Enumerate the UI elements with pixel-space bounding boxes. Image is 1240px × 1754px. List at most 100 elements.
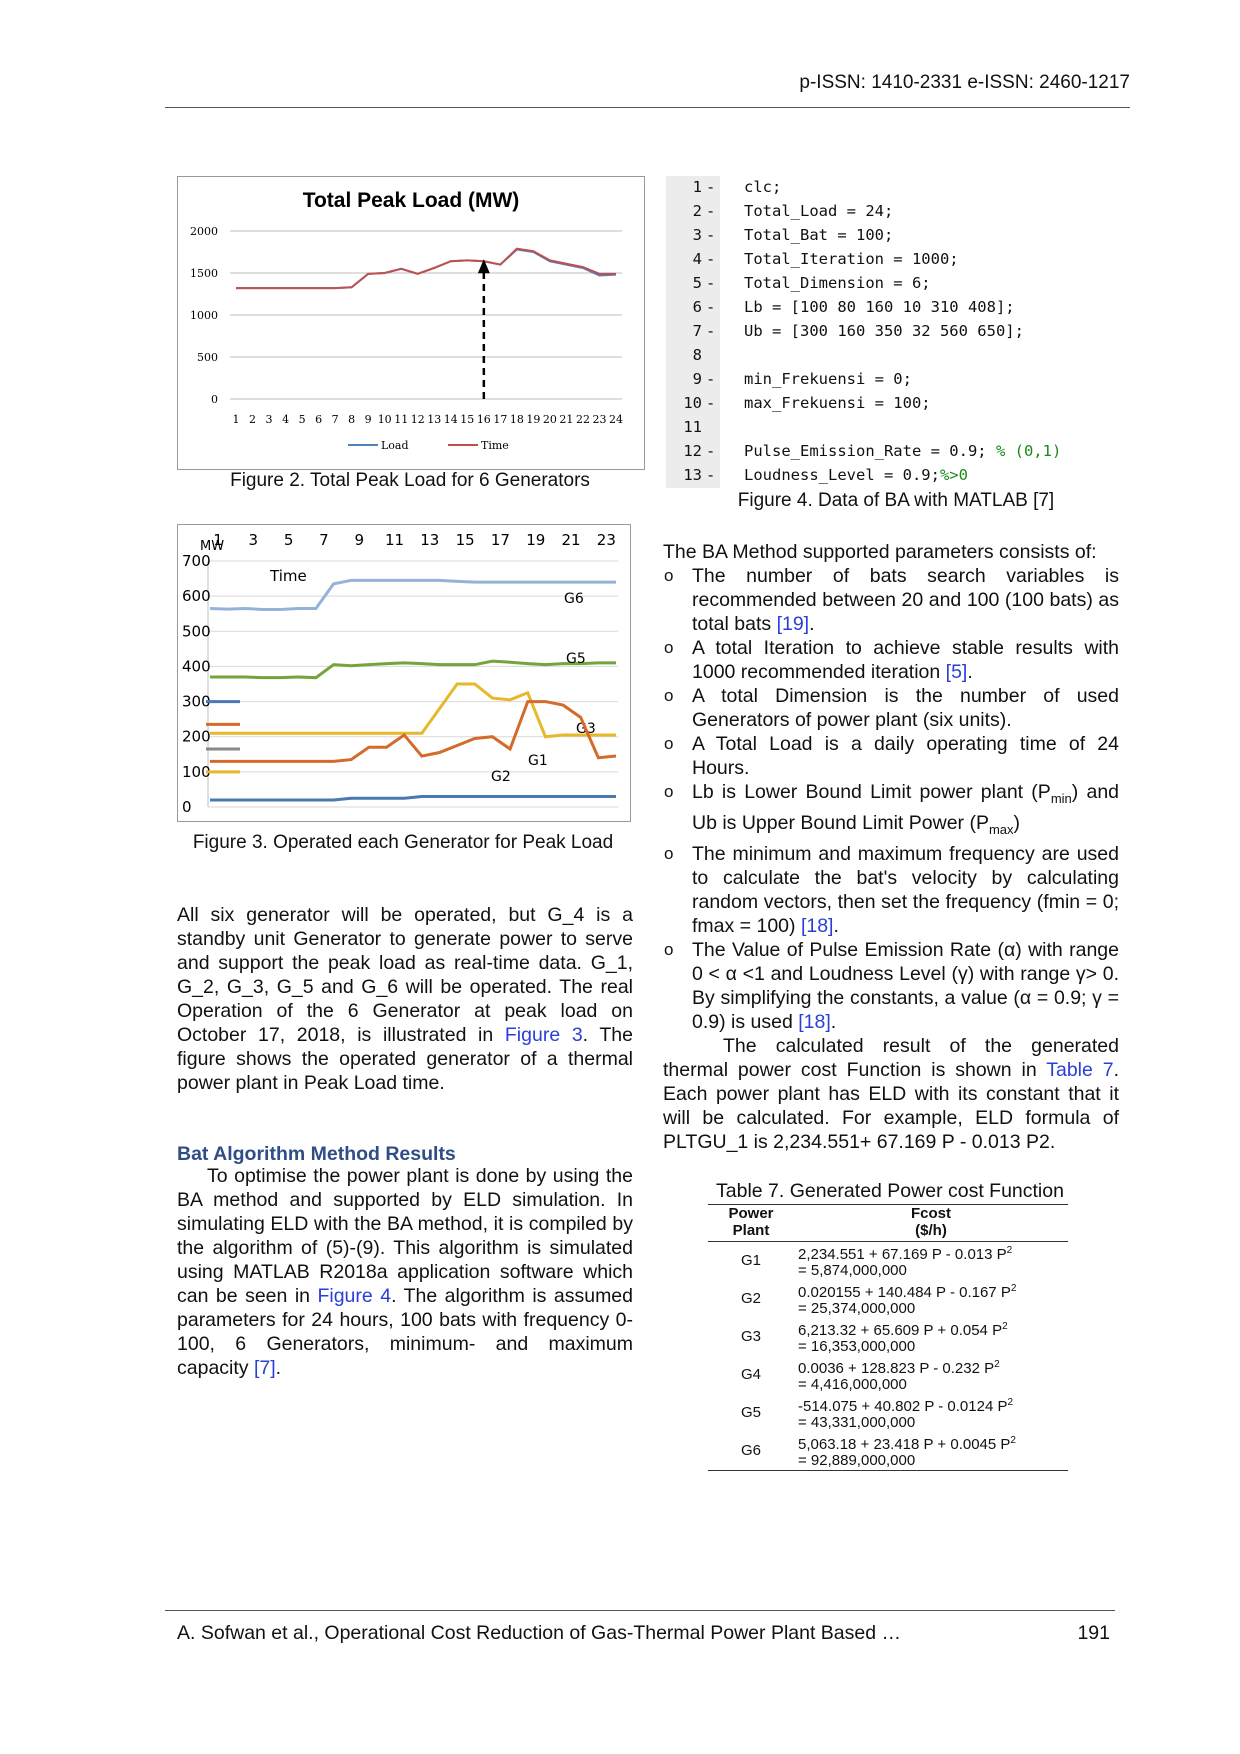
figure2-caption: Figure 2. Total Peak Load for 6 Generato… xyxy=(230,470,590,491)
x-tick-label: 10 xyxy=(378,413,392,426)
list-item: Lb is Lower Bound Limit power plant (Pmi… xyxy=(663,780,1119,842)
b6-end: . xyxy=(833,914,839,937)
plant-cell: G6 xyxy=(740,1442,761,1459)
figure4-link[interactable]: Figure 4 xyxy=(317,1285,392,1307)
x-tick-label: 5 xyxy=(299,413,306,426)
x-tick-label: 12 xyxy=(411,413,425,426)
series-line-g6 xyxy=(209,578,616,611)
b1-text: The number of bats search variables is r… xyxy=(692,565,1119,635)
x-tick-label: 13 xyxy=(427,413,441,426)
code-line-marker: - xyxy=(706,442,716,460)
x-tick-label: 3 xyxy=(249,531,259,549)
col-fcost: Fcost ($/h) xyxy=(910,1205,951,1239)
code-line: Total_Bat = 100; xyxy=(744,226,894,244)
figure3-link[interactable]: Figure 3 xyxy=(504,1024,583,1046)
b2-end: . xyxy=(967,661,973,683)
ref-18-link[interactable]: [18] xyxy=(798,1010,831,1033)
list-item: A Total Load is a daily operating time o… xyxy=(663,732,1119,780)
code-line-number: 4 xyxy=(692,250,702,268)
para2-text-b: . The algorithm is assumed parameters fo… xyxy=(177,1285,633,1379)
plant-cell: G1 xyxy=(740,1252,761,1269)
b4-text: A Total Load is a daily operating time o… xyxy=(692,733,1119,779)
code-line-marker: - xyxy=(706,226,716,244)
list-item: The Value of Pulse Emission Rate (α) wit… xyxy=(663,938,1119,1034)
table-row: G5 -514.075 + 40.802 P - 0.0124 P2 = 43,33… xyxy=(708,1394,1068,1432)
plant-cell: G4 xyxy=(740,1366,761,1383)
x-tick-label: 7 xyxy=(332,413,339,426)
code-line-marker: - xyxy=(706,394,716,412)
matlab-code-listing: 1- clc; 2- Total_Load = 24; 3- Total_Bat = 10… xyxy=(666,176,1126,488)
code-line-marker: - xyxy=(706,298,716,316)
series-label-g5: G5 xyxy=(566,651,586,667)
pmax-sub: max xyxy=(988,821,1014,837)
x-tick-label: 5 xyxy=(284,531,294,549)
fcost-cell: 5,063.18 + 23.418 P + 0.0045 P2 = 92,889,… xyxy=(798,1435,1016,1469)
code-line-number: 1 xyxy=(692,178,702,196)
x-tick-label: 7 xyxy=(319,531,329,549)
x-axis-label: Time xyxy=(269,567,307,585)
series-line-g5 xyxy=(210,659,616,680)
code-line: Total_Load = 24; xyxy=(744,202,894,220)
b7-end: . xyxy=(830,1010,837,1033)
code-line-number: 3 xyxy=(692,226,702,244)
y-tick-label: 400 xyxy=(182,657,211,675)
legend-label: Load xyxy=(381,439,409,452)
x-tick-label: 24 xyxy=(609,413,623,426)
b1-end: . xyxy=(809,613,815,635)
x-tick-label: 20 xyxy=(543,413,557,426)
code-line: Ub = [300 160 350 32 560 650]; xyxy=(744,322,1024,340)
x-tick-label: 1 xyxy=(213,531,223,549)
y-tick-label: 200 xyxy=(182,728,211,746)
journal-issn: p-ISSN: 1410-2331 e-ISSN: 2460-1217 xyxy=(799,72,1130,93)
table-row: G6 5,063.18 + 23.418 P + 0.0045 P2 = 92,88… xyxy=(708,1432,1068,1471)
x-tick-label: 21 xyxy=(559,413,573,426)
table7-body: G1 2,234.551 + 67.169 P - 0.013 P2 = 5,874… xyxy=(708,1242,1068,1471)
ref-18-link[interactable]: [18] xyxy=(800,914,834,937)
plant-cell: G5 xyxy=(740,1404,761,1421)
code-line-number: 6 xyxy=(692,298,702,316)
b5-text-c: ) xyxy=(1013,811,1021,834)
code-line-marker: - xyxy=(706,322,716,340)
x-tick-label: 2 xyxy=(249,413,256,426)
code-line-number: 13 xyxy=(683,466,702,484)
y-tick-label: 300 xyxy=(182,693,211,711)
code-line: Lb = [100 80 160 10 310 408]; xyxy=(744,298,1015,316)
ref-5-link[interactable]: [5] xyxy=(945,661,968,683)
list-item: A total Dimension is the number of used … xyxy=(663,684,1119,732)
plant-cell: G2 xyxy=(740,1290,761,1307)
header-rule xyxy=(165,107,1130,108)
code-line-marker: - xyxy=(706,178,716,196)
y-axis-label: MW xyxy=(200,539,224,554)
x-tick-label: 4 xyxy=(282,413,289,426)
b6-text: The minimum and maximum frequency are us… xyxy=(692,842,1119,937)
y-tick-label: 500 xyxy=(197,351,218,364)
code-line-marker: - xyxy=(706,202,716,220)
para1-text-a: All six generator will be operated, but … xyxy=(177,904,633,1046)
x-tick-label: 3 xyxy=(266,413,273,426)
y-tick-label: 700 xyxy=(182,552,211,570)
table-row: G4 0.0036 + 128.823 P - 0.232 P2 = 4,416,0… xyxy=(708,1356,1068,1394)
table7-link[interactable]: Table 7 xyxy=(1046,1058,1114,1081)
code-line-marker: - xyxy=(706,250,716,268)
left-paragraph-2: To optimise the power plant is done by u… xyxy=(177,1164,633,1380)
x-tick-label: 11 xyxy=(394,413,408,426)
pmin-sub: min xyxy=(1050,790,1072,806)
code-line-number: 8 xyxy=(692,346,702,364)
code-line-number: 9 xyxy=(692,370,702,388)
series-line-g1 xyxy=(210,794,616,802)
x-tick-label: 14 xyxy=(444,413,458,426)
ref-19-link[interactable]: [19] xyxy=(776,613,810,635)
right-paragraph: The calculated result of the generated t… xyxy=(663,1034,1119,1154)
y-tick-label: 0 xyxy=(182,798,192,816)
x-tick-label: 13 xyxy=(420,531,439,549)
b2-text: A total Iteration to achieve stable resu… xyxy=(692,637,1119,683)
ref-7-link[interactable]: [7] xyxy=(253,1357,276,1379)
para-text-b: . Each power plant has ELD with its cons… xyxy=(663,1058,1119,1153)
b5-text-b: ) and Ub is Upper Bound Limit Power (P xyxy=(692,781,1120,834)
code-line-number: 11 xyxy=(683,418,702,436)
para1-text-b: . The figure shows the operated generato… xyxy=(177,1024,633,1094)
x-tick-label: 19 xyxy=(526,413,540,426)
ba-intro: The BA Method supported parameters consi… xyxy=(663,541,1097,563)
x-tick-label: 8 xyxy=(348,413,355,426)
footer-citation: A. Sofwan et al., Operational Cost Reduc… xyxy=(177,1622,902,1644)
